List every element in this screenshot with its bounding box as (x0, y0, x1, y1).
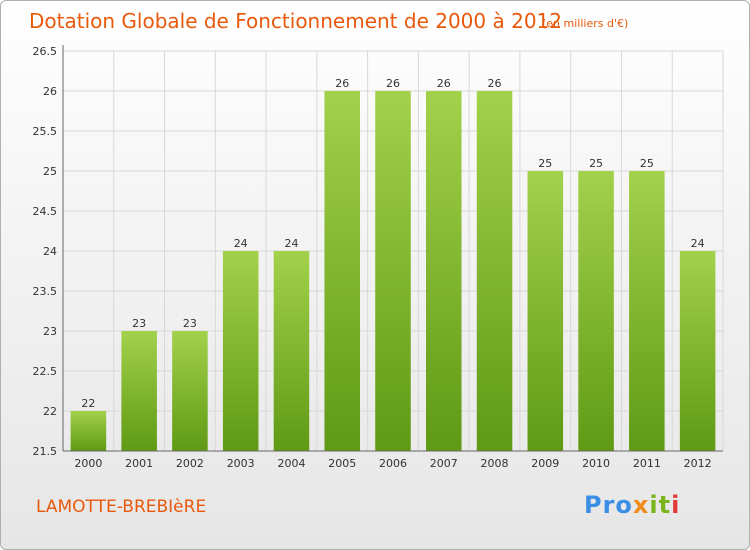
x-tick-label: 2012 (684, 457, 712, 470)
x-tick-label: 2002 (176, 457, 204, 470)
y-tick-label: 22 (43, 405, 57, 418)
data-label-2005: 26 (335, 77, 349, 90)
y-tick-label: 23.5 (33, 285, 58, 298)
y-tick-label: 24 (43, 245, 57, 258)
x-tick-label: 2007 (430, 457, 458, 470)
bar-2005 (324, 91, 360, 451)
x-tick-label: 2004 (277, 457, 305, 470)
town-name: LAMOTTE-BREBIèRE (36, 497, 207, 517)
data-label-2004: 24 (284, 237, 298, 250)
bar-2009 (527, 171, 564, 451)
x-tick-label: 2003 (227, 457, 255, 470)
y-tick-label: 24.5 (33, 205, 58, 218)
data-label-2006: 26 (386, 77, 400, 90)
x-tick-label: 2005 (328, 457, 356, 470)
bar-2006 (375, 91, 411, 451)
y-tick-label: 23 (43, 325, 57, 338)
y-tick-label: 22.5 (33, 365, 58, 378)
data-label-2009: 25 (538, 157, 552, 170)
x-tick-label: 2009 (531, 457, 559, 470)
y-tick-label: 26.5 (33, 45, 58, 58)
bar-2011 (629, 171, 665, 451)
x-tick-label: 2006 (379, 457, 407, 470)
proxiti-logo: Proxiti (584, 491, 681, 519)
x-tick-label: 2011 (633, 457, 661, 470)
chart-title: Dotation Globale de Fonctionnement de 20… (29, 9, 562, 33)
x-tick-label: 2008 (481, 457, 509, 470)
bar-2008 (476, 91, 513, 451)
data-label-2008: 26 (488, 77, 502, 90)
data-label-2007: 26 (437, 77, 451, 90)
bar-2012 (679, 251, 716, 451)
data-label-2002: 23 (183, 317, 197, 330)
bar-2000 (70, 411, 107, 451)
bar-2002 (172, 331, 208, 451)
bar-2004 (273, 251, 310, 451)
y-tick-label: 25.5 (33, 125, 58, 138)
x-tick-label: 2010 (582, 457, 610, 470)
x-tick-label: 2001 (125, 457, 153, 470)
y-tick-label: 25 (43, 165, 57, 178)
y-tick-label: 21.5 (33, 445, 58, 458)
data-label-2010: 25 (589, 157, 603, 170)
data-label-2011: 25 (640, 157, 654, 170)
axes (62, 45, 723, 452)
chart-subtitle: (en milliers d'€) (542, 17, 629, 30)
bar-2003 (222, 251, 259, 451)
labels: 21.5 22 22.5 23 23.5 24 24.5 25 25.5 26 26.5 22 2000… (33, 45, 712, 470)
bars (70, 91, 716, 451)
data-label-2003: 24 (234, 237, 248, 250)
x-tick-label: 2000 (74, 457, 102, 470)
data-label-2012: 24 (691, 237, 705, 250)
bar-2007 (426, 91, 462, 451)
bar-2010 (578, 171, 614, 451)
y-tick-label: 26 (43, 85, 57, 98)
data-label-2000: 22 (81, 397, 95, 410)
bar-2001 (121, 331, 157, 451)
data-label-2001: 23 (132, 317, 146, 330)
